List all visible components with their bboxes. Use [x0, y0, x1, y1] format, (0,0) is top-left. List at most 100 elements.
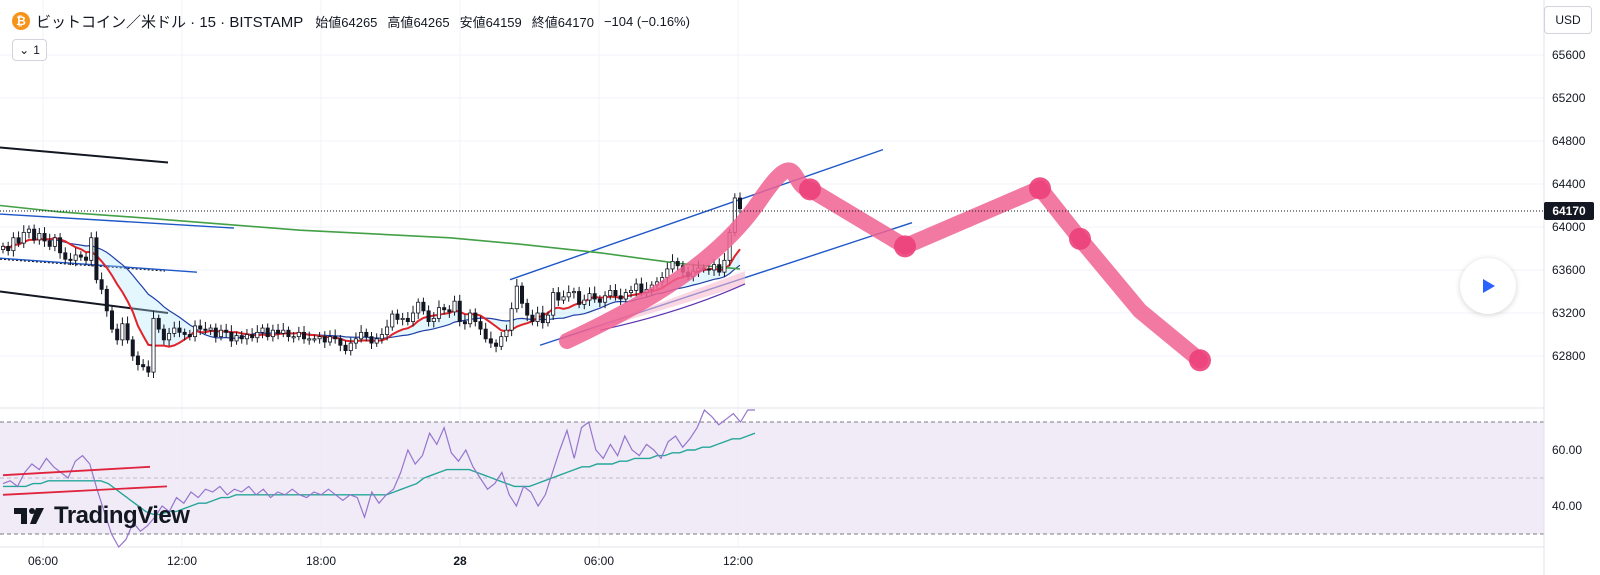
candle-body [613, 290, 618, 297]
price-tick-label: 64000 [1552, 220, 1586, 234]
time-axis[interactable]: 06:00 12:00 18:00 28 06:00 12:00 [28, 554, 753, 568]
candle-body [135, 355, 140, 366]
candle-body [115, 328, 120, 341]
candle-body [566, 292, 571, 298]
candle-body [737, 197, 743, 210]
candle-body [369, 336, 374, 344]
price-axis[interactable]: 62800 63200 63600 64000 64400 64800 65200 65600 [1552, 48, 1586, 363]
candle-body [172, 327, 177, 334]
candle-body [307, 338, 312, 341]
candle-body [504, 329, 509, 338]
last-price-badge: 64170 [1544, 202, 1594, 220]
candle-body [359, 331, 364, 340]
candle-body [193, 325, 198, 338]
candle-body [545, 314, 550, 324]
candle-body [587, 293, 592, 301]
candle-body [540, 312, 545, 324]
forecast-point [1069, 227, 1091, 250]
candle-body [385, 326, 390, 335]
candle-body [374, 338, 379, 344]
candle-body [571, 291, 576, 294]
candle-body [411, 312, 416, 323]
candle-body [494, 342, 499, 347]
candle-body [198, 325, 203, 330]
forecast-path[interactable] [559, 162, 1211, 372]
candle-body [224, 329, 229, 333]
price-tick-label: 65200 [1552, 91, 1586, 105]
price-tick-label: 64800 [1552, 134, 1586, 148]
candle-body [109, 310, 115, 330]
candle-body [317, 336, 322, 340]
play-icon [1483, 279, 1495, 293]
rsi-trendline-lower [2, 485, 168, 496]
price-tick-label: 62800 [1552, 349, 1586, 363]
candle-body [239, 335, 244, 340]
candle-body [130, 339, 135, 357]
candle-body [177, 327, 182, 333]
price-tick-label: 64400 [1552, 177, 1586, 191]
forecast-point [1189, 349, 1211, 372]
candle-body [520, 285, 525, 304]
candle-body [577, 291, 582, 305]
candle-body [47, 240, 52, 247]
candle-body [561, 296, 566, 301]
candle-body [104, 288, 109, 312]
rsi-tick-label: 40.00 [1552, 499, 1582, 513]
symbol-title[interactable]: ビットコイン／米ドル · 15 · BITSTAMP [36, 13, 304, 31]
candle-body [639, 283, 644, 293]
candle-body [421, 301, 426, 312]
candle-body [182, 331, 187, 335]
candle-body [11, 237, 16, 252]
candle-body [327, 336, 332, 343]
ohlc-values: 始値64265 高値64265 安値64159 終値64170 [315, 12, 594, 31]
forecast-point [894, 235, 916, 258]
candle-body [405, 317, 410, 322]
candle-body [120, 323, 125, 341]
candle-body [535, 312, 540, 323]
candle-body [436, 307, 441, 319]
candle-body [42, 233, 47, 242]
candle-body [78, 254, 83, 258]
candle-body [312, 338, 317, 341]
candle-body [706, 268, 711, 271]
candle-body [457, 300, 462, 322]
trendline-upper [0, 146, 169, 164]
candle-body [343, 344, 348, 352]
candle-body [26, 228, 31, 233]
candle-body [208, 327, 213, 331]
candle-body [244, 334, 249, 340]
candle-body [16, 237, 21, 244]
replay-button[interactable] [1460, 258, 1516, 314]
candle-body [276, 329, 281, 334]
rsi-layer [2, 408, 756, 548]
candle-body [291, 336, 296, 339]
collapse-indicators-button[interactable]: ⌄ 1 [12, 39, 47, 61]
candle-body [94, 237, 99, 281]
candle-body [447, 309, 452, 313]
currency-button[interactable]: USD [1544, 6, 1592, 34]
candle-body [21, 231, 26, 244]
candle-body [556, 292, 561, 301]
time-tick-label: 18:00 [306, 554, 336, 568]
price-change: −104 (−0.16%) [603, 13, 690, 29]
candle-body [416, 301, 421, 314]
candle-body [146, 366, 151, 373]
time-tick-label: 06:00 [584, 554, 614, 568]
candle-body [618, 295, 623, 300]
candle-body [608, 290, 613, 297]
candle-body [442, 307, 447, 311]
rsi-axis[interactable]: 40.00 60.00 [1552, 443, 1582, 513]
candle-body [32, 228, 37, 241]
tradingview-logo[interactable]: TradingView [14, 502, 190, 530]
candle-body [203, 328, 208, 331]
tradingview-logo-icon [14, 508, 44, 524]
candle-body [151, 317, 156, 373]
candle-body [592, 293, 597, 300]
candle-body [400, 317, 405, 320]
time-tick-label: 06:00 [28, 554, 58, 568]
candle-body [478, 321, 483, 330]
rsi-trendline-upper [2, 465, 151, 477]
candle-body [390, 313, 395, 328]
candle-body [675, 260, 680, 267]
